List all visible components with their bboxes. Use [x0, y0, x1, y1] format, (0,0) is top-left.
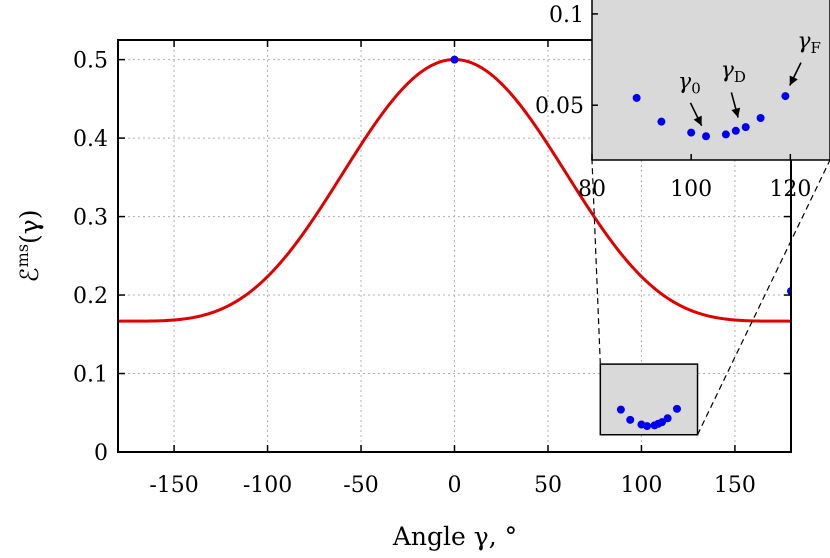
- annotation-label: γ0: [678, 69, 701, 97]
- annotation-label: γF: [797, 29, 821, 57]
- inset-y-tick-label: 0.05: [535, 94, 584, 119]
- inset-data-point: [657, 117, 666, 126]
- x-axis-label: Angle γ, °: [392, 522, 517, 551]
- annotations: γ0 γD γF: [678, 29, 821, 127]
- main-data-point: [616, 405, 625, 414]
- connector-left: [591, 159, 601, 365]
- x-tick-label: 50: [534, 473, 562, 498]
- inset-data-point: [721, 130, 730, 139]
- inset-data-point: [756, 114, 765, 122]
- inset-y-tick-label: 0.1: [549, 3, 584, 28]
- y-tick-label: 0: [94, 441, 108, 466]
- inset-data-point: [702, 132, 711, 141]
- annotation-arrow-head: [693, 115, 702, 126]
- y-tick-label: 0.4: [73, 127, 108, 152]
- inset-data-point: [781, 92, 790, 101]
- inset-plot-area: [632, 92, 790, 141]
- annotation-label: γD: [721, 58, 746, 86]
- x-tick-label: 150: [714, 473, 756, 498]
- x-tick-label: -100: [243, 473, 292, 498]
- x-tick-label: 0: [448, 473, 462, 498]
- main-data-point: [643, 422, 652, 431]
- main-data-point: [626, 415, 635, 424]
- main-ticks: -150 -100 -50 0 50 100 150 0 0.1 0.2 0.3 0.4 0.5: [73, 40, 791, 498]
- y-tick-label: 0.3: [73, 206, 108, 231]
- y-tick-label: 0.1: [73, 363, 108, 388]
- inset-x-tick-label: 120: [769, 177, 811, 202]
- main-data-point: [672, 404, 681, 413]
- y-axis-label: ℰms(γ): [13, 210, 44, 283]
- y-tick-label: 0.2: [73, 284, 108, 309]
- inset-frame: [591, 0, 830, 161]
- inset-x-tick-label: 100: [670, 177, 712, 202]
- y-tick-label: 0.5: [73, 49, 108, 74]
- x-tick-label: -50: [343, 473, 378, 498]
- x-tick-label: 100: [620, 473, 662, 498]
- main-data-point: [663, 414, 672, 423]
- inset-data-point: [731, 126, 740, 135]
- inset-data-point: [687, 128, 696, 137]
- x-tick-label: -150: [149, 473, 198, 498]
- inset-x-tick-label: 80: [578, 177, 606, 202]
- inset-ticks: 80 100 120 0.05 0.1: [535, 3, 811, 202]
- main-plot-area: [118, 55, 791, 431]
- main-data-point: [450, 55, 459, 64]
- main-data-point: [658, 418, 667, 427]
- inset-connectors: [591, 159, 830, 435]
- annotation-arrow-head: [789, 75, 798, 86]
- inset-data-point: [741, 123, 750, 132]
- connector-right: [696, 159, 830, 435]
- inset-data-point: [632, 93, 641, 102]
- annotation-arrow-head: [731, 107, 741, 118]
